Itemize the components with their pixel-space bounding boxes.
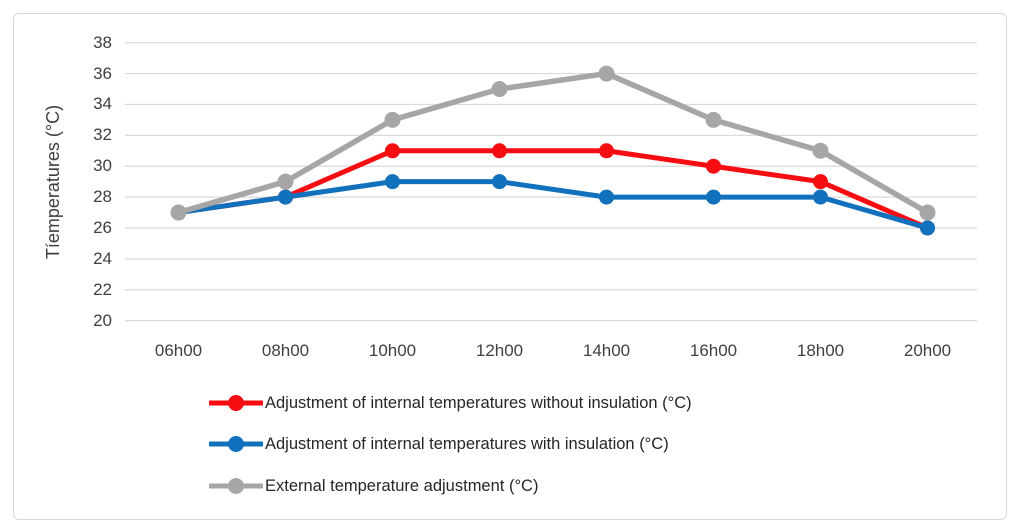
data-point xyxy=(384,111,401,128)
data-point xyxy=(277,173,294,190)
legend-item: Adjustment of internal temperatures with… xyxy=(209,433,669,455)
x-tick-label: 14h00 xyxy=(582,341,631,360)
data-point xyxy=(813,189,828,205)
data-point xyxy=(491,81,508,98)
x-tick-label: 16h00 xyxy=(689,341,738,360)
data-point xyxy=(385,143,400,159)
x-tick-label: 10h00 xyxy=(368,341,417,360)
x-tick-label: 06h00 xyxy=(154,341,203,360)
legend-label: External temperature adjustment (°C) xyxy=(265,476,539,495)
legend-item: Adjustment of internal temperatures with… xyxy=(209,392,692,414)
legend-label: Adjustment of internal temperatures with… xyxy=(265,434,669,453)
series-line-2 xyxy=(175,70,931,216)
series-line-1 xyxy=(176,179,930,231)
y-tick-label: 32 xyxy=(93,125,112,145)
data-point xyxy=(599,143,614,159)
y-tick-label: 22 xyxy=(93,279,112,299)
data-point xyxy=(919,204,936,221)
x-tick-label: 12h00 xyxy=(475,341,524,360)
y-tick-label: 36 xyxy=(93,63,112,83)
y-axis-title: Tíemperatures (°C) xyxy=(43,104,63,260)
data-point xyxy=(813,174,828,190)
data-point xyxy=(598,65,615,82)
y-tick-label: 24 xyxy=(93,248,112,268)
data-point xyxy=(492,143,507,159)
data-point xyxy=(599,189,614,205)
data-point xyxy=(705,111,722,128)
legend-line-marker-icon xyxy=(209,478,263,494)
data-point xyxy=(706,189,721,205)
data-point xyxy=(170,204,187,221)
y-tick-label: 34 xyxy=(93,94,112,114)
chart-frame xyxy=(13,13,1007,520)
data-point xyxy=(812,142,829,159)
y-tick-label: 28 xyxy=(93,187,112,207)
data-point xyxy=(492,174,507,190)
data-point xyxy=(920,220,935,236)
y-tick-label: 30 xyxy=(93,156,112,176)
x-tick-label: 20h00 xyxy=(903,341,952,360)
x-tick-label: 08h00 xyxy=(261,341,310,360)
x-tick-label: 18h00 xyxy=(796,341,845,360)
data-point xyxy=(706,158,721,174)
y-tick-label: 38 xyxy=(93,32,112,52)
legend-item: External temperature adjustment (°C) xyxy=(209,475,538,497)
series-line-0 xyxy=(176,148,930,231)
y-tick-label: 26 xyxy=(93,217,112,237)
data-point xyxy=(385,174,400,190)
legend-label: Adjustment of internal temperatures with… xyxy=(265,393,692,412)
y-tick-label: 20 xyxy=(93,310,112,330)
data-point xyxy=(278,189,293,205)
legend-line-marker-icon xyxy=(209,395,263,411)
legend-line-marker-icon xyxy=(209,436,263,452)
